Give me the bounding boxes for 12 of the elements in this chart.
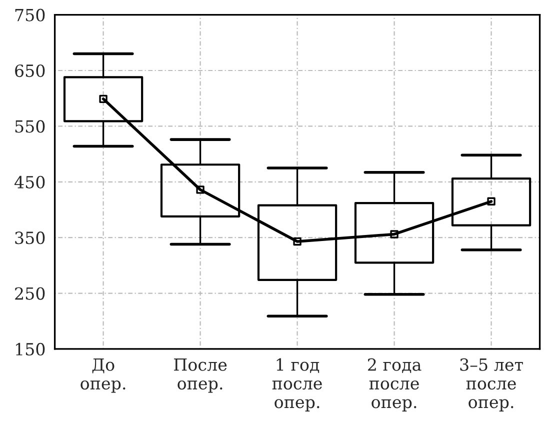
- y-tick-label: 450: [14, 176, 45, 188]
- y-tick-label: 550: [15, 120, 45, 133]
- x-tick-label: 1 год после опер.: [272, 358, 322, 412]
- x-tick-label: 2 года после опер.: [368, 358, 422, 412]
- y-tick-label: 750: [15, 8, 45, 22]
- y-tick-label: 150: [16, 342, 45, 356]
- y-tick-label: 650: [15, 64, 45, 78]
- y-tick-label: 350: [15, 232, 45, 244]
- y-tick-label: 250: [15, 287, 45, 300]
- x-tick-label: 3–5 лет после опер.: [460, 358, 523, 412]
- x-tick-label: После опер.: [174, 358, 227, 393]
- x-tick-label: До опер.: [80, 358, 126, 393]
